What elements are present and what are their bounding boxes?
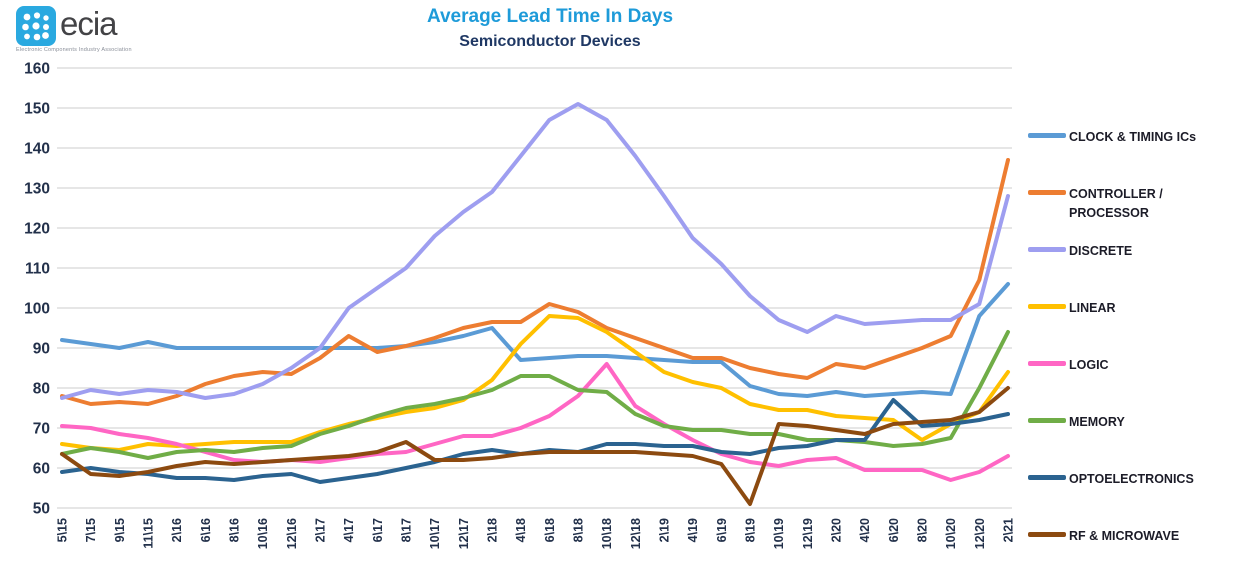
x-tick-label: 4\18 xyxy=(514,518,528,542)
series-line-linear xyxy=(60,314,1010,452)
legend-item-rf-microwave: RF & MICROWAVE xyxy=(1028,527,1240,579)
x-tick-label: 8\19 xyxy=(744,518,758,542)
x-tick-label: 6\16 xyxy=(199,518,213,542)
y-tick-label: 150 xyxy=(24,101,50,118)
legend-label: OPTOELECTRONICS xyxy=(1069,472,1194,486)
dot-grid-icon xyxy=(22,12,49,41)
x-tick-label: 8\16 xyxy=(228,518,242,542)
y-tick-label: 60 xyxy=(33,461,50,478)
x-tick-label: 6\17 xyxy=(371,518,385,542)
y-tick-label: 120 xyxy=(24,221,50,238)
ecia-logo: ecia Electronic Components Industry Asso… xyxy=(16,6,216,53)
x-tick-label: 6\20 xyxy=(887,518,901,542)
legend-label: DISCRETE xyxy=(1069,244,1133,258)
legend-label: MEMORY xyxy=(1069,415,1125,429)
y-tick-label: 130 xyxy=(24,181,50,198)
legend-item-optoelectronics: OPTOELECTRONICS xyxy=(1028,470,1240,527)
y-axis-tick-labels: 50 60 70 80 90 100 110 120 130 140 150 160 xyxy=(24,61,50,518)
x-tick-label: 12\18 xyxy=(629,518,643,549)
series-line-clock-timing-ics xyxy=(60,282,1010,398)
y-tick-label: 80 xyxy=(33,381,50,398)
x-tick-label: 8\20 xyxy=(916,518,930,542)
legend-label: CONTROLLER / PROCESSOR xyxy=(1069,187,1163,220)
x-tick-label: 10\16 xyxy=(256,518,270,549)
x-tick-label: 11\15 xyxy=(142,518,156,549)
legend-label: LOGIC xyxy=(1069,358,1109,372)
legend-item-memory: MEMORY xyxy=(1028,413,1240,470)
x-tick-label: 7\15 xyxy=(84,518,98,542)
legend-item-clock-timing-ics: CLOCK & TIMING ICs xyxy=(1028,128,1240,185)
x-tick-label: 2\17 xyxy=(314,518,328,542)
x-tick-label: 6\18 xyxy=(543,518,557,542)
x-tick-label: 8\18 xyxy=(572,518,586,542)
chart-legend: CLOCK & TIMING ICs CONTROLLER / PROCESSOR… xyxy=(1028,128,1240,579)
series-line-controller-processor xyxy=(60,158,1010,406)
y-tick-label: 140 xyxy=(24,141,50,158)
x-axis-tick-labels: 5\15 7\15 9\15 11\15 2\16 6\16 8\16 10\16 12\16 2… xyxy=(56,518,1016,549)
chart-header: Average Lead Time In Days Semiconductor … xyxy=(180,6,920,51)
x-tick-label: 2\16 xyxy=(170,518,184,542)
x-tick-label: 12\16 xyxy=(285,518,299,549)
chart-subtitle: Semiconductor Devices xyxy=(459,33,641,50)
legend-item-logic: LOGIC xyxy=(1028,356,1240,413)
legend-item-controller-processor: CONTROLLER / PROCESSOR xyxy=(1028,185,1240,242)
legend-label: RF & MICROWAVE xyxy=(1069,529,1180,543)
x-tick-label: 2\21 xyxy=(1002,518,1016,542)
legend-label: CLOCK & TIMING ICs xyxy=(1069,130,1197,144)
y-tick-label: 50 xyxy=(33,501,50,518)
series-line-rf-microwave xyxy=(60,386,1010,506)
y-tick-label: 160 xyxy=(24,61,50,78)
chart-title: Average Lead Time In Days xyxy=(426,6,674,27)
x-tick-label: 10\17 xyxy=(428,518,442,549)
x-tick-label: 2\18 xyxy=(486,518,500,542)
legend-swatch-controller-processor xyxy=(1028,190,1066,195)
y-tick-label: 90 xyxy=(33,341,50,358)
legend-swatch-rf-microwave xyxy=(1028,532,1066,537)
y-tick-label: 110 xyxy=(25,261,50,278)
x-tick-label: 10\20 xyxy=(944,518,958,549)
legend-swatch-discrete xyxy=(1028,247,1066,252)
ecia-tagline: Electronic Components Industry Associati… xyxy=(16,47,132,53)
x-tick-label: 12\20 xyxy=(973,518,987,549)
legend-swatch-linear xyxy=(1028,304,1066,309)
x-tick-label: 4\20 xyxy=(858,518,872,542)
x-tick-label: 8\17 xyxy=(400,518,414,542)
x-tick-label: 5\15 xyxy=(56,518,70,542)
x-tick-label: 10\19 xyxy=(772,518,786,549)
legend-item-linear: LINEAR xyxy=(1028,299,1240,356)
x-tick-label: 4\17 xyxy=(342,518,356,542)
legend-swatch-optoelectronics xyxy=(1028,475,1066,480)
ecia-logo-icon xyxy=(16,6,56,46)
x-tick-label: 9\15 xyxy=(113,518,127,542)
x-tick-label: 12\19 xyxy=(801,518,815,549)
legend-swatch-logic xyxy=(1028,361,1066,366)
x-tick-label: 12\17 xyxy=(457,518,471,549)
legend-label: LINEAR xyxy=(1069,301,1116,315)
x-tick-label: 2\19 xyxy=(658,518,672,542)
legend-swatch-memory xyxy=(1028,418,1066,423)
series-line-discrete xyxy=(60,102,1010,400)
y-tick-label: 70 xyxy=(33,421,50,438)
x-tick-label: 10\18 xyxy=(600,518,614,549)
x-tick-label: 4\19 xyxy=(686,518,700,542)
x-tick-label: 2\20 xyxy=(830,518,844,542)
legend-swatch-clock-timing-ics xyxy=(1028,133,1066,138)
y-tick-label: 100 xyxy=(24,301,50,318)
ecia-wordmark: ecia xyxy=(60,5,118,42)
series-line-logic xyxy=(60,362,1010,482)
legend-item-discrete: DISCRETE xyxy=(1028,242,1240,299)
x-tick-label: 6\19 xyxy=(715,518,729,542)
